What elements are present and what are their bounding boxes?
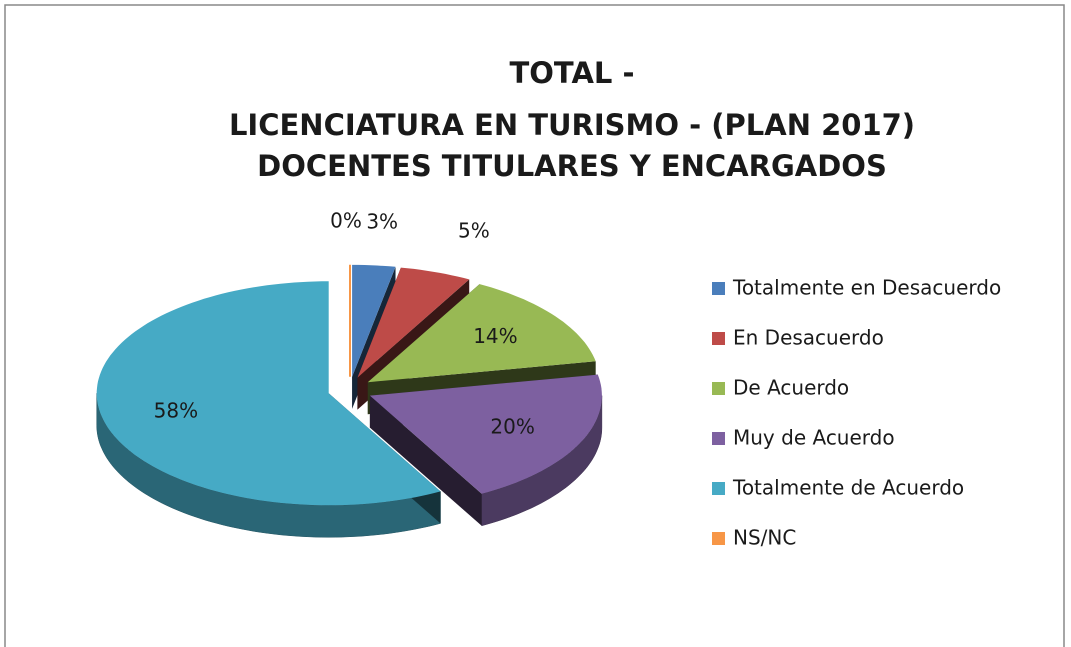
legend-label: De Acuerdo: [733, 376, 849, 400]
legend-swatch: [712, 532, 725, 545]
legend-swatch: [712, 282, 725, 295]
legend-swatch: [712, 332, 725, 345]
data-label: 3%: [366, 209, 398, 233]
data-label: 14%: [473, 324, 517, 348]
data-labels: 3% 5% 14% 20% 58% 0%: [154, 209, 535, 439]
data-label: 20%: [490, 415, 534, 439]
slice-side: [96, 393, 441, 538]
legend-label: Totalmente de Acuerdo: [732, 476, 964, 500]
data-label: 58%: [154, 399, 198, 423]
slice: [367, 284, 596, 383]
chart-title: DOCENTES TITULARES Y ENCARGADOS: [257, 149, 887, 183]
slice: [357, 267, 470, 378]
legend-swatch: [712, 482, 725, 495]
legend-swatch: [712, 382, 725, 395]
data-label: 0%: [330, 209, 362, 233]
legend-swatch: [712, 432, 725, 445]
slice-side: [481, 395, 603, 527]
legend-label: En Desacuerdo: [733, 326, 884, 350]
chart-title: TOTAL -: [509, 56, 634, 90]
slice: [96, 281, 441, 506]
chart-title: LICENCIATURA EN TURISMO - (PLAN 2017): [229, 108, 915, 142]
legend-label: Muy de Acuerdo: [733, 426, 895, 450]
slice: [352, 264, 396, 377]
legend-label: NS/NC: [733, 526, 796, 550]
legend: Totalmente en Desacuerdo En Desacuerdo De …: [712, 276, 1001, 550]
data-label: 5%: [458, 219, 490, 243]
slice-side: [369, 395, 482, 526]
slice-tops: [96, 264, 602, 506]
legend-label: Totalmente en Desacuerdo: [732, 276, 1001, 300]
slice: [369, 374, 602, 494]
